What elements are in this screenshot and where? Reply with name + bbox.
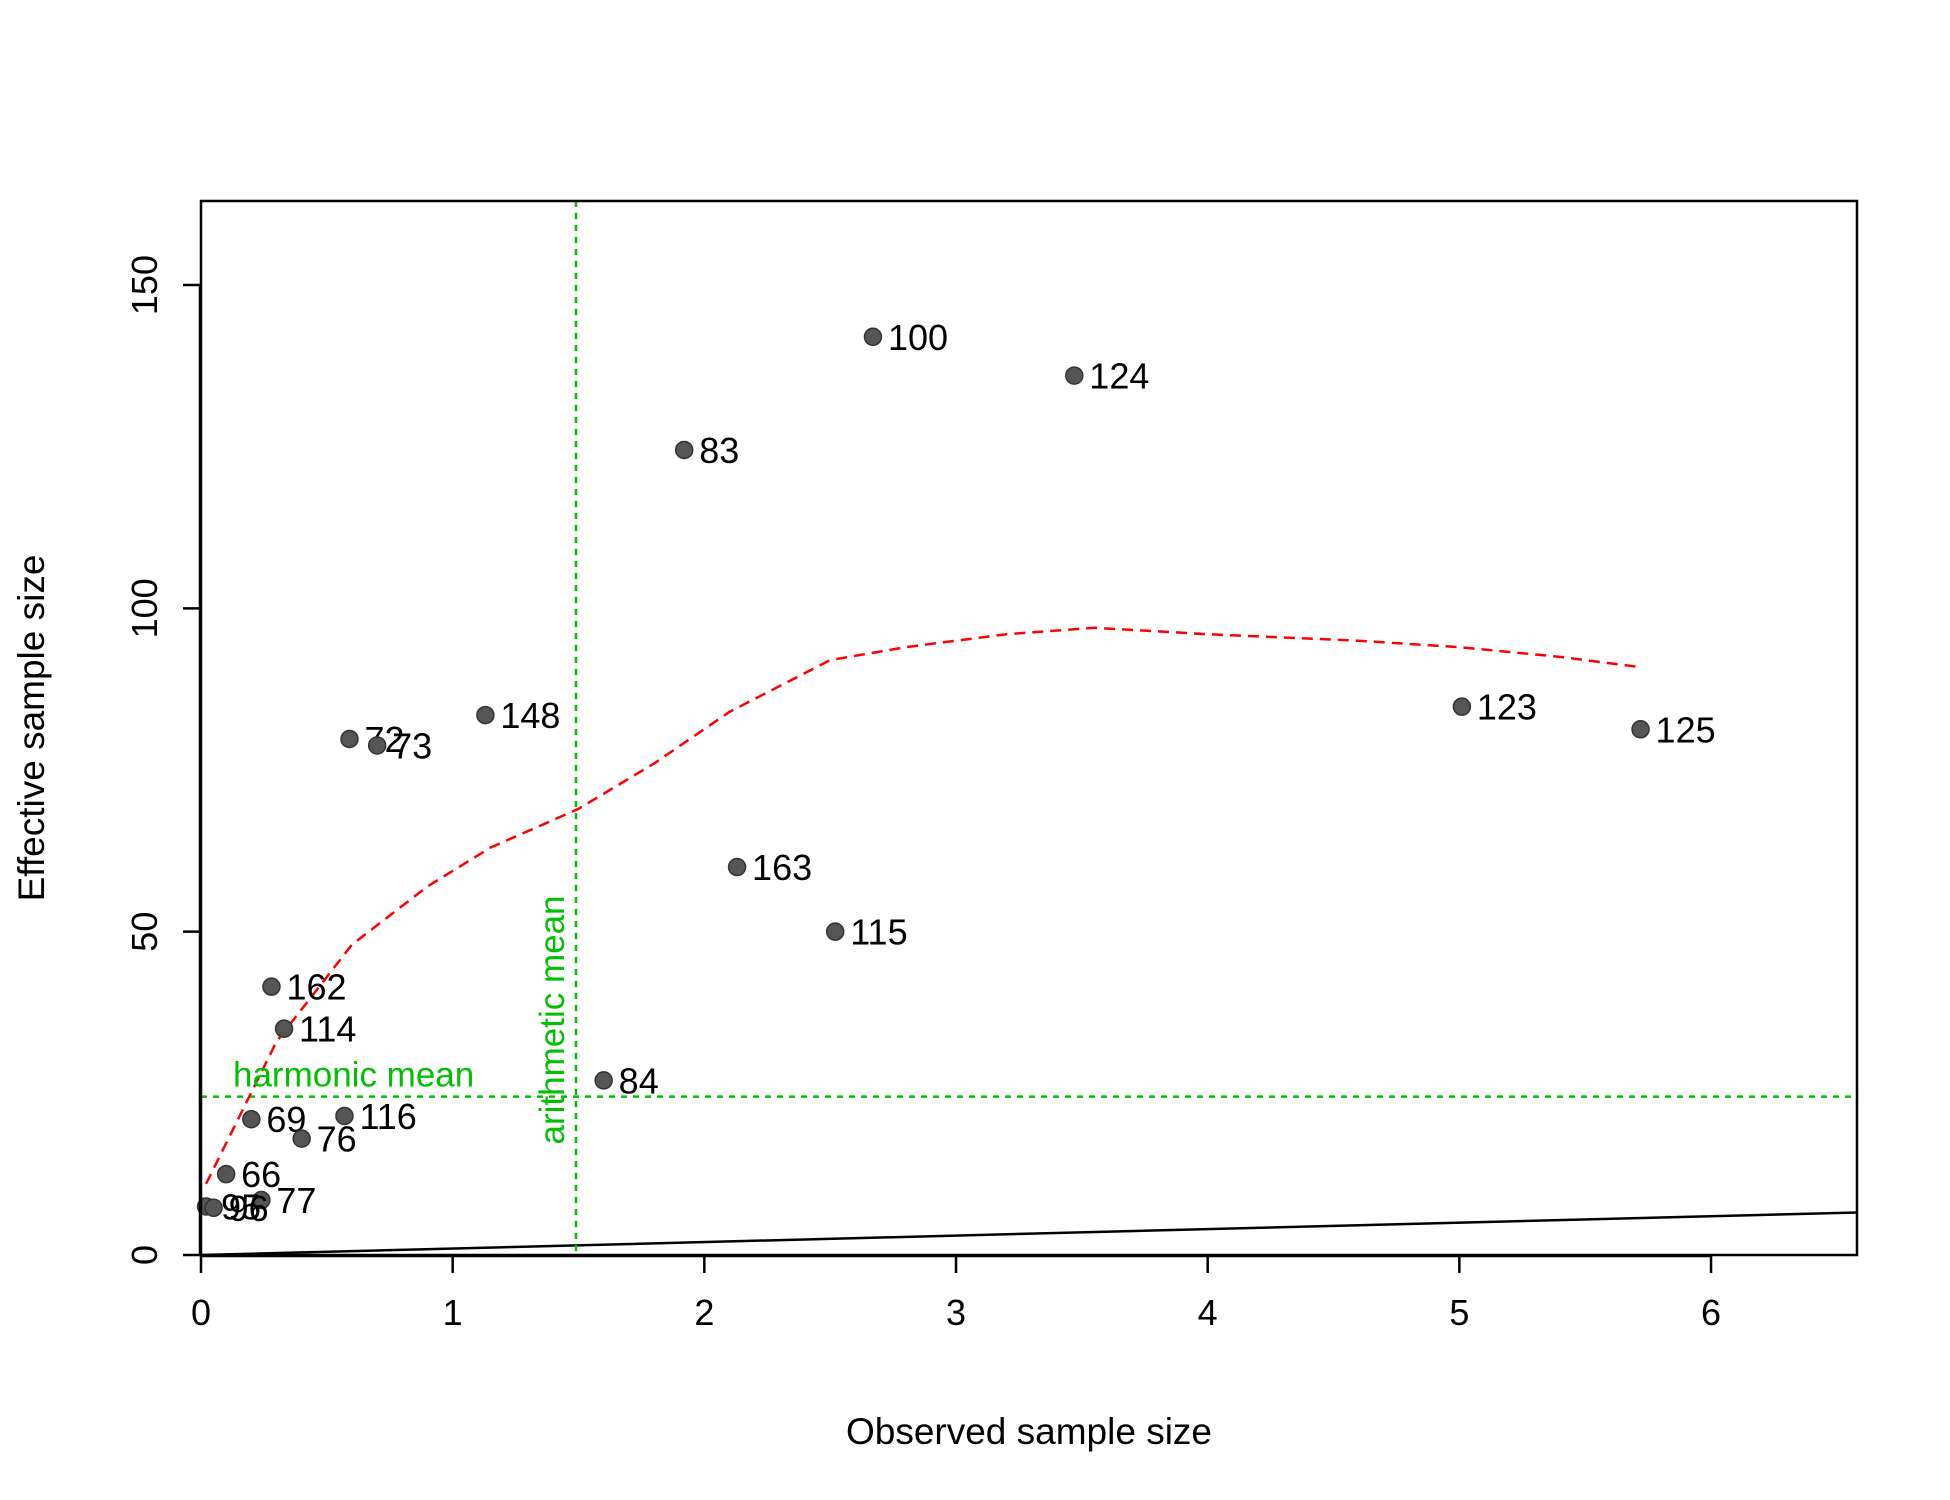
data-point-73 [367, 736, 387, 755]
y-tick-label-0: 0 [124, 1245, 165, 1265]
point-label-73: 73 [392, 725, 432, 766]
y-tick-label-150: 150 [124, 255, 165, 315]
data-point-163 [727, 857, 747, 877]
data-point-116 [335, 1106, 354, 1126]
x-tick-label-5: 5 [1449, 1292, 1469, 1333]
data-point-125 [1631, 720, 1650, 739]
plot-content [201, 201, 1857, 1255]
point-label-83: 83 [699, 430, 739, 471]
point-label-124: 124 [1089, 356, 1149, 397]
x-tick-label-4: 4 [1198, 1292, 1218, 1333]
point-label-84: 84 [619, 1060, 659, 1101]
point-label-77: 77 [276, 1180, 316, 1221]
data-point-162 [262, 977, 281, 996]
data-point-96 [204, 1198, 223, 1218]
point-label-116: 116 [359, 1096, 416, 1137]
data-point-66 [216, 1164, 236, 1184]
point-label-100: 100 [888, 317, 948, 358]
data-point-69 [242, 1109, 261, 1129]
y-tick-label-50: 50 [124, 912, 165, 952]
data-point-100 [863, 327, 883, 347]
data-point-123 [1452, 697, 1472, 716]
point-label-125: 125 [1656, 709, 1716, 750]
data-point-77 [252, 1190, 271, 1210]
data-point-124 [1065, 366, 1084, 385]
point-label-148: 148 [500, 695, 560, 736]
arithmetic-mean-label: arithmetic mean [533, 896, 572, 1145]
identity-line [201, 1211, 1857, 1255]
point-label-95: 95 [221, 1187, 261, 1228]
data-point-83 [674, 440, 694, 460]
plot-layer: arithmetic mean harmonic mean 100 124 83 148 7… [196, 201, 1857, 1255]
point-label-96: 96 [229, 1188, 269, 1229]
data-point-115 [825, 922, 845, 941]
smooth-trend-line [204, 626, 1636, 1185]
x-tick-label-2: 2 [694, 1292, 714, 1333]
data-point-76 [292, 1129, 311, 1148]
y-tick-label-100: 100 [124, 578, 165, 638]
y-axis-title: Effective sample size [11, 555, 52, 902]
data-point-72 [340, 729, 359, 749]
point-label-115: 115 [850, 912, 907, 953]
data-point-84 [594, 1071, 613, 1090]
data-point-114 [274, 1019, 294, 1038]
point-label-123: 123 [1477, 687, 1537, 728]
point-label-114: 114 [299, 1009, 356, 1050]
point-label-162: 162 [286, 967, 346, 1008]
x-tick-label-6: 6 [1701, 1292, 1721, 1333]
point-label-163: 163 [752, 847, 812, 888]
point-label-66: 66 [241, 1154, 281, 1195]
x-axis-title: Observed sample size [846, 1411, 1212, 1452]
point-label-76: 76 [317, 1119, 357, 1160]
data-point-148 [476, 705, 495, 725]
x-tick-label-1: 1 [443, 1292, 463, 1333]
harmonic-mean-label: harmonic mean [233, 1056, 474, 1095]
x-tick-label-0: 0 [191, 1292, 211, 1333]
x-tick-label-3: 3 [946, 1292, 966, 1333]
